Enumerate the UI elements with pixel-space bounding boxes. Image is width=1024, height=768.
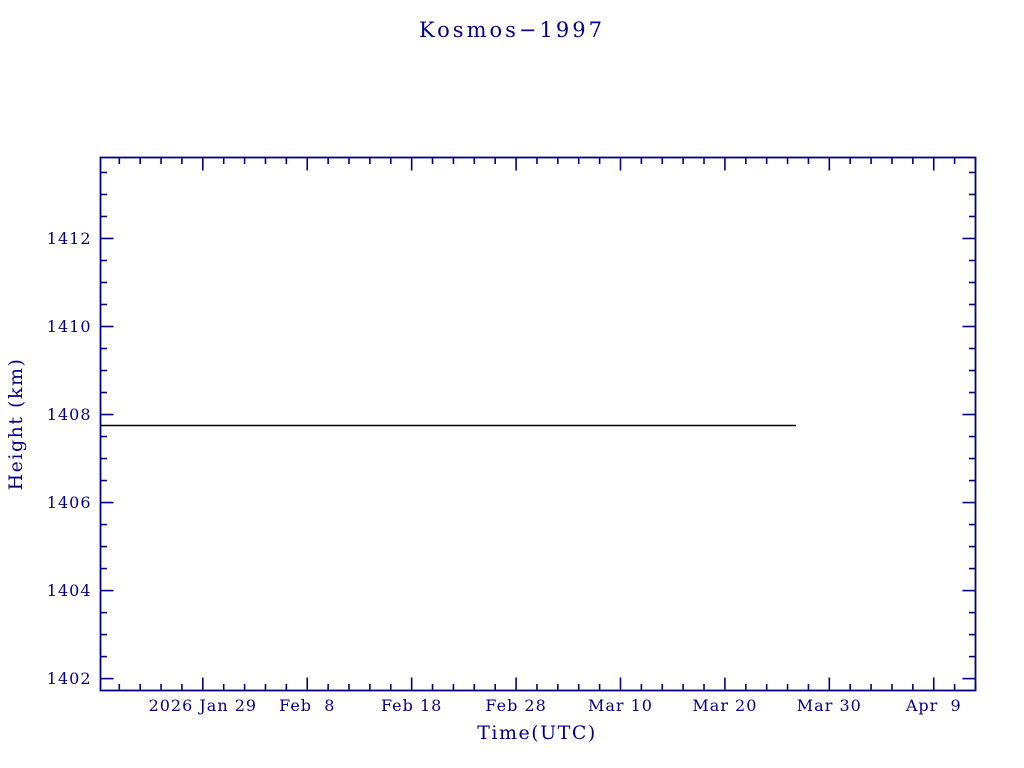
plot-frame — [99, 156, 977, 692]
x-axis-label: Time(UTC) — [477, 722, 597, 744]
x-tick-label: Feb 18 — [381, 696, 442, 715]
y-tick-label: 1410 — [47, 317, 92, 336]
x-tick-label: Apr 9 — [905, 696, 962, 715]
x-tick-label: Mar 20 — [692, 696, 757, 715]
x-tick-label: Mar 10 — [588, 696, 653, 715]
y-tick-label: 1406 — [47, 493, 92, 512]
y-axis-label: Height (km) — [5, 358, 27, 491]
y-tick-label: 1412 — [47, 229, 92, 248]
x-tick-label: 2026 Jan 29 — [149, 696, 258, 715]
x-tick-label: Feb 28 — [485, 696, 546, 715]
x-tick-label: Feb 8 — [279, 696, 335, 715]
y-tick-label: 1404 — [47, 581, 92, 600]
chart-title: Kosmos−1997 — [419, 18, 605, 42]
plot-area: 1402 1404 1406 1408 1410 1412 2026 Jan 29 Feb 8… — [47, 156, 977, 715]
y-tick-label: 1402 — [47, 669, 92, 688]
x-tick-label: Mar 30 — [797, 696, 862, 715]
y-tick-label: 1408 — [47, 405, 92, 424]
